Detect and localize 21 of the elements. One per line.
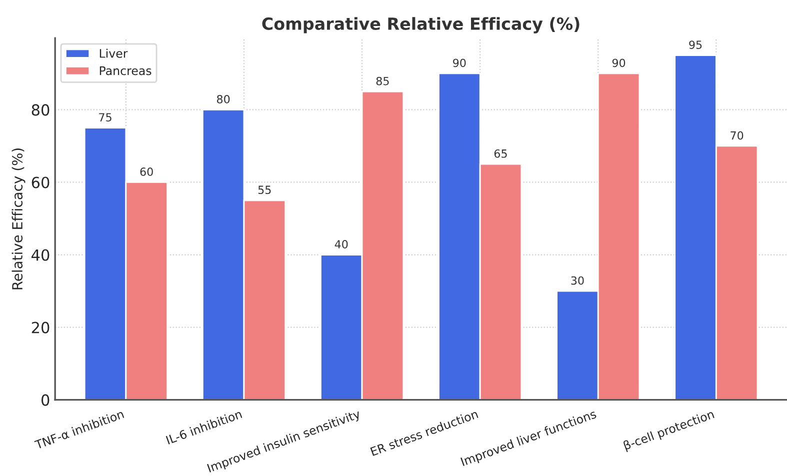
data-label: 60 bbox=[140, 168, 153, 176]
data-label: 90 bbox=[612, 58, 626, 68]
data-label: 40 bbox=[334, 240, 348, 248]
chart-title: Comparative Relative Efficacy (%) bbox=[262, 17, 580, 34]
data-label: 95 bbox=[689, 40, 702, 49]
data-label: 65 bbox=[494, 149, 507, 158]
y-tick-label: 0 bbox=[42, 394, 50, 406]
data-label: 30 bbox=[571, 276, 584, 285]
y-tick-label: 80 bbox=[32, 104, 50, 116]
y-tick-label: 40 bbox=[32, 249, 50, 261]
legend-label: Pancreas bbox=[100, 66, 152, 76]
data-label: 80 bbox=[216, 94, 230, 104]
data-label: 75 bbox=[99, 113, 112, 122]
y-tick-label: 60 bbox=[32, 176, 50, 188]
data-label: 55 bbox=[258, 186, 271, 194]
data-label: 70 bbox=[730, 131, 744, 140]
legend-label: Liver bbox=[100, 48, 128, 58]
data-label: 90 bbox=[453, 58, 466, 68]
y-axis-title: Relative Efficacy (%) bbox=[12, 148, 26, 290]
y-tick-label: 20 bbox=[32, 322, 50, 334]
data-label: 85 bbox=[376, 76, 389, 86]
